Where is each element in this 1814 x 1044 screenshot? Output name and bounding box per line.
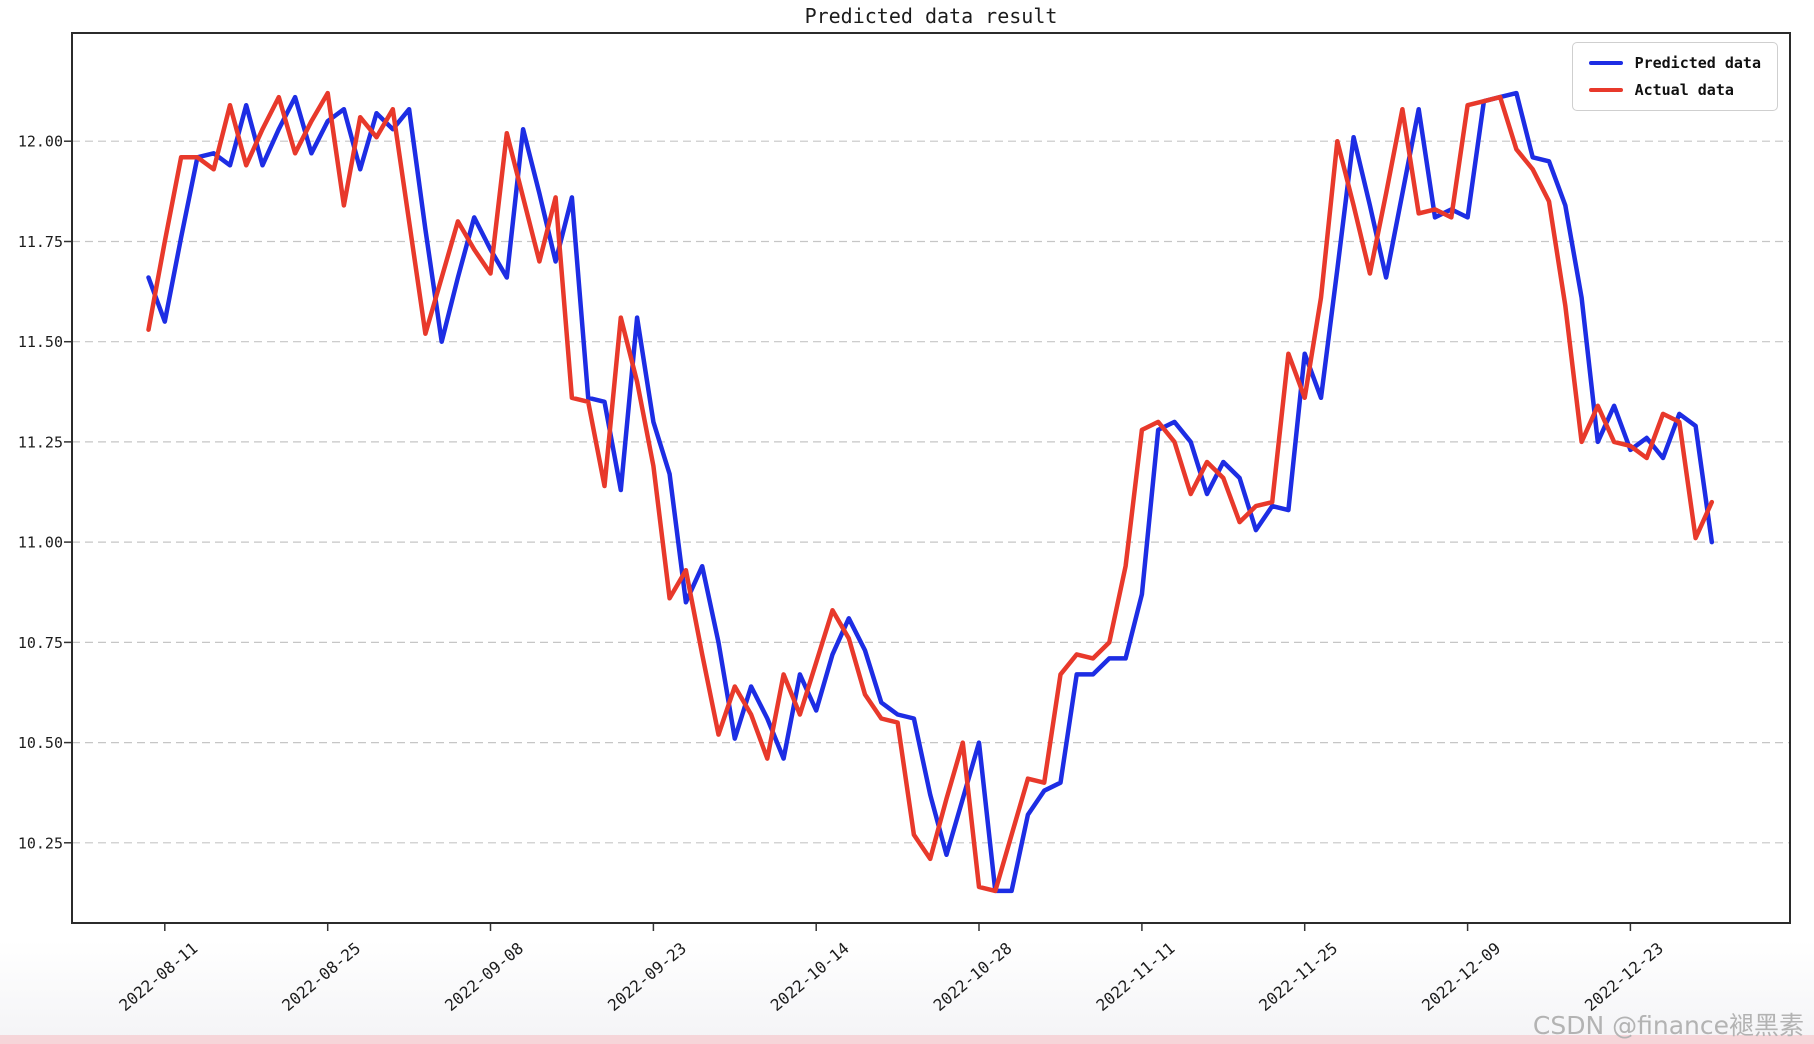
- legend-item-actual: Actual data: [1588, 81, 1761, 99]
- svg-text:2022-09-23: 2022-09-23: [604, 939, 690, 1015]
- bottom-strip: [0, 1035, 1814, 1044]
- legend-item-predicted: Predicted data: [1588, 54, 1761, 72]
- svg-text:2022-12-23: 2022-12-23: [1581, 939, 1667, 1015]
- svg-text:10.50: 10.50: [18, 734, 63, 752]
- svg-text:12.00: 12.00: [18, 133, 63, 151]
- svg-text:10.75: 10.75: [18, 634, 63, 652]
- legend-swatch-actual-line: [1588, 88, 1623, 92]
- svg-text:2022-10-14: 2022-10-14: [767, 939, 853, 1015]
- chart-title: Predicted data result: [804, 4, 1058, 28]
- svg-text:2022-11-25: 2022-11-25: [1255, 939, 1341, 1015]
- svg-text:11.00: 11.00: [18, 534, 63, 552]
- legend: Predicted data Actual data: [1571, 42, 1778, 111]
- svg-text:11.25: 11.25: [18, 433, 63, 451]
- svg-text:2022-10-28: 2022-10-28: [930, 939, 1016, 1015]
- bottom-gradient: [0, 940, 1814, 1035]
- svg-text:11.50: 11.50: [18, 333, 63, 351]
- svg-text:2022-08-25: 2022-08-25: [278, 939, 364, 1015]
- svg-text:11.75: 11.75: [18, 233, 63, 251]
- svg-text:2022-12-09: 2022-12-09: [1418, 939, 1504, 1015]
- svg-text:2022-11-11: 2022-11-11: [1092, 939, 1178, 1015]
- svg-text:10.25: 10.25: [18, 834, 63, 852]
- svg-text:2022-08-11: 2022-08-11: [115, 939, 201, 1015]
- svg-text:2022-09-08: 2022-09-08: [441, 939, 527, 1015]
- legend-label-predicted: Predicted data: [1634, 54, 1761, 72]
- legend-label-actual: Actual data: [1634, 81, 1734, 99]
- legend-swatch-predicted-line: [1588, 61, 1623, 65]
- watermark: CSDN @finance褪黑素: [1532, 1011, 1804, 1040]
